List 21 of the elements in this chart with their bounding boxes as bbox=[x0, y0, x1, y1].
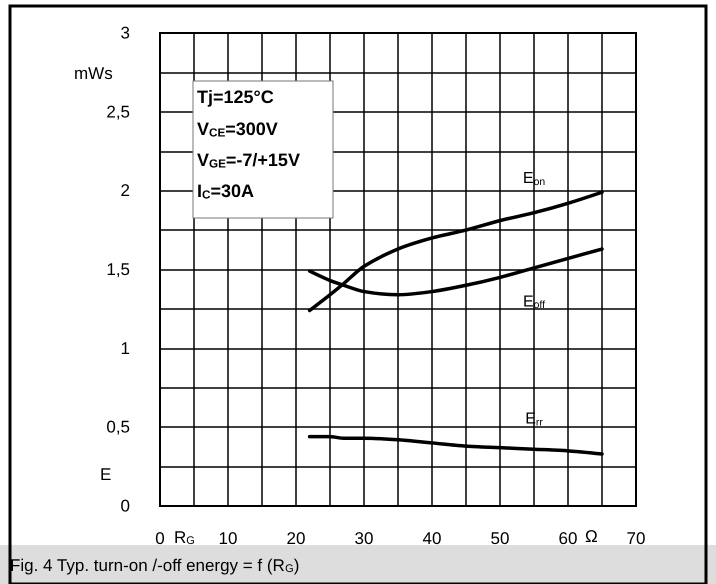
y-tick-label: 1,5 bbox=[106, 260, 130, 279]
x-tick-label: 10 bbox=[218, 529, 238, 548]
y-tick-label: 0,5 bbox=[106, 418, 130, 437]
x-tick-label: 60 bbox=[558, 529, 578, 548]
x-tick-label: 0 bbox=[155, 529, 165, 548]
x-tick-label: 20 bbox=[286, 529, 306, 548]
annotation: Tj=125°C bbox=[197, 87, 274, 107]
y-tick-label: 3 bbox=[120, 24, 130, 42]
x-tick-label: 30 bbox=[354, 529, 374, 548]
text: Ω bbox=[585, 527, 598, 546]
y-tick-label: 1 bbox=[120, 338, 130, 358]
text: mWs bbox=[74, 64, 113, 83]
x-axis-title: RG bbox=[174, 528, 195, 548]
y-tick-label: 0 bbox=[120, 496, 130, 516]
y-tick-label: 2 bbox=[120, 181, 130, 200]
y-tick-label: 2,5 bbox=[106, 102, 130, 122]
y-axis-title: E bbox=[100, 465, 112, 484]
x-tick-label: 70 bbox=[626, 529, 646, 548]
text: Fig. 4 Typ. turn-on /-off energy = f (RG) bbox=[10, 556, 300, 576]
x-tick-label: 50 bbox=[490, 529, 510, 548]
x-tick-label: 40 bbox=[422, 529, 442, 548]
